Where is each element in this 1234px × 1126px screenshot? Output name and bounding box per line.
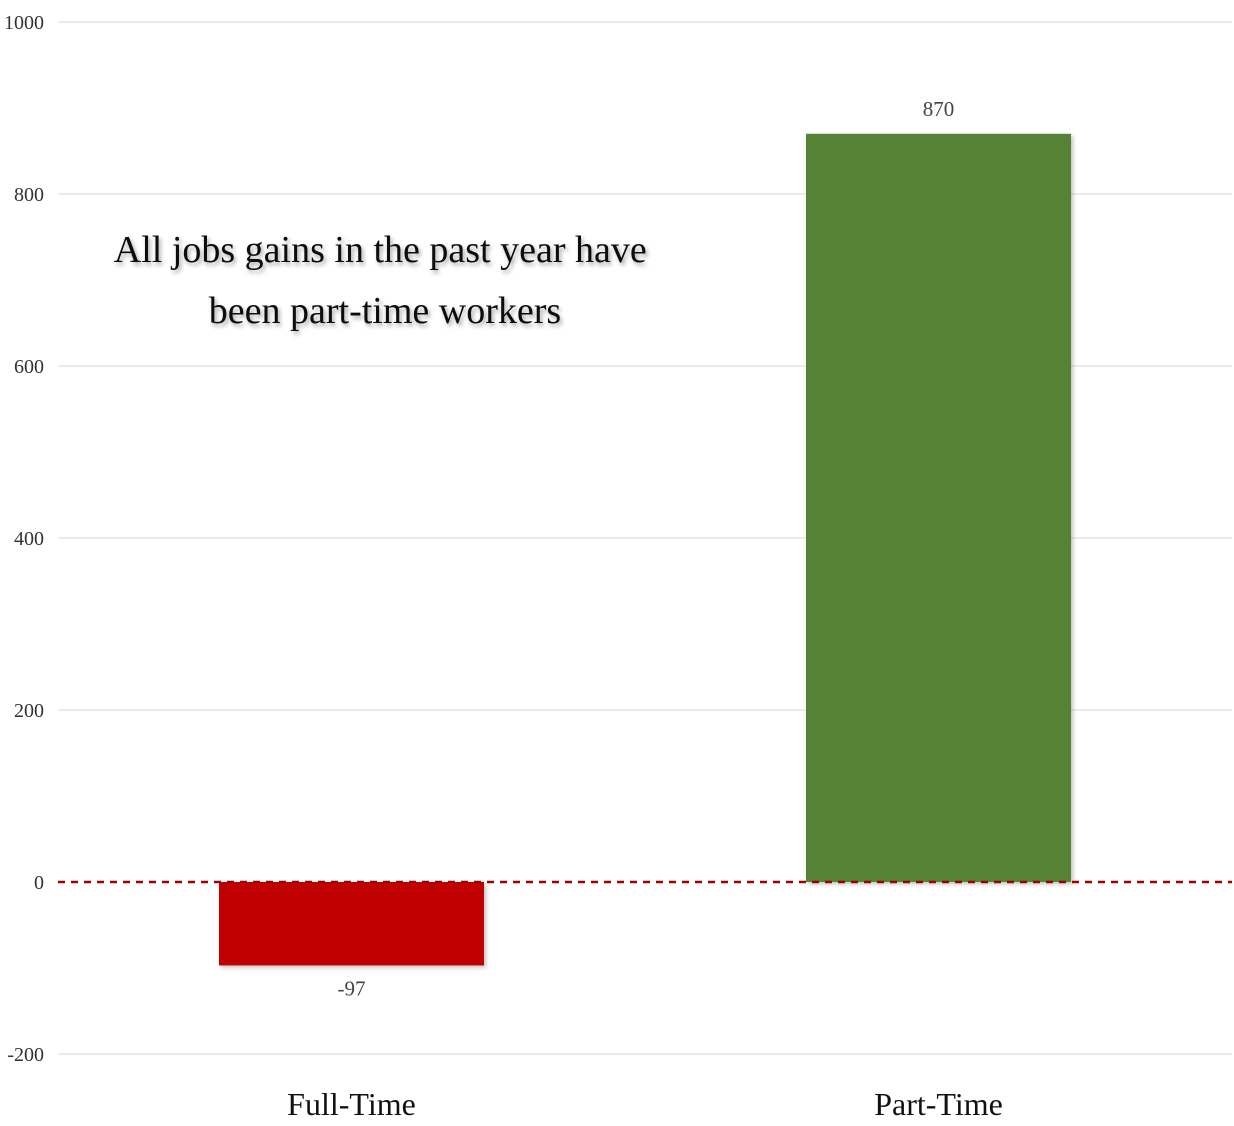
y-tick-label: -200 <box>7 1044 44 1066</box>
data-label: 870 <box>923 97 955 121</box>
y-axis-tick-labels: -200 0 200 400 600 800 1000 <box>4 12 44 1066</box>
category-label: Part-Time <box>874 1086 1003 1122</box>
bars <box>219 133 1071 966</box>
y-tick-label: 0 <box>34 872 44 894</box>
y-tick-label: 400 <box>14 528 44 550</box>
data-label: -97 <box>338 976 366 1000</box>
gridlines <box>58 21 1232 1055</box>
y-tick-label: 1000 <box>4 12 44 34</box>
annotation-line-1: All jobs gains in the past year have <box>114 229 647 271</box>
chart-annotation: All jobs gains in the past year have bee… <box>114 229 656 332</box>
data-labels: -97 870 <box>338 97 955 1001</box>
category-label: Full-Time <box>287 1086 416 1122</box>
bar-full-time <box>219 882 484 966</box>
y-tick-label: 800 <box>14 184 44 206</box>
bar-part-time <box>806 133 1071 883</box>
annotation-line-2: been part-time workers <box>209 290 561 332</box>
y-tick-label: 600 <box>14 356 44 378</box>
x-axis-category-labels: Full-Time Part-Time <box>287 1086 1003 1122</box>
y-tick-label: 200 <box>14 700 44 722</box>
